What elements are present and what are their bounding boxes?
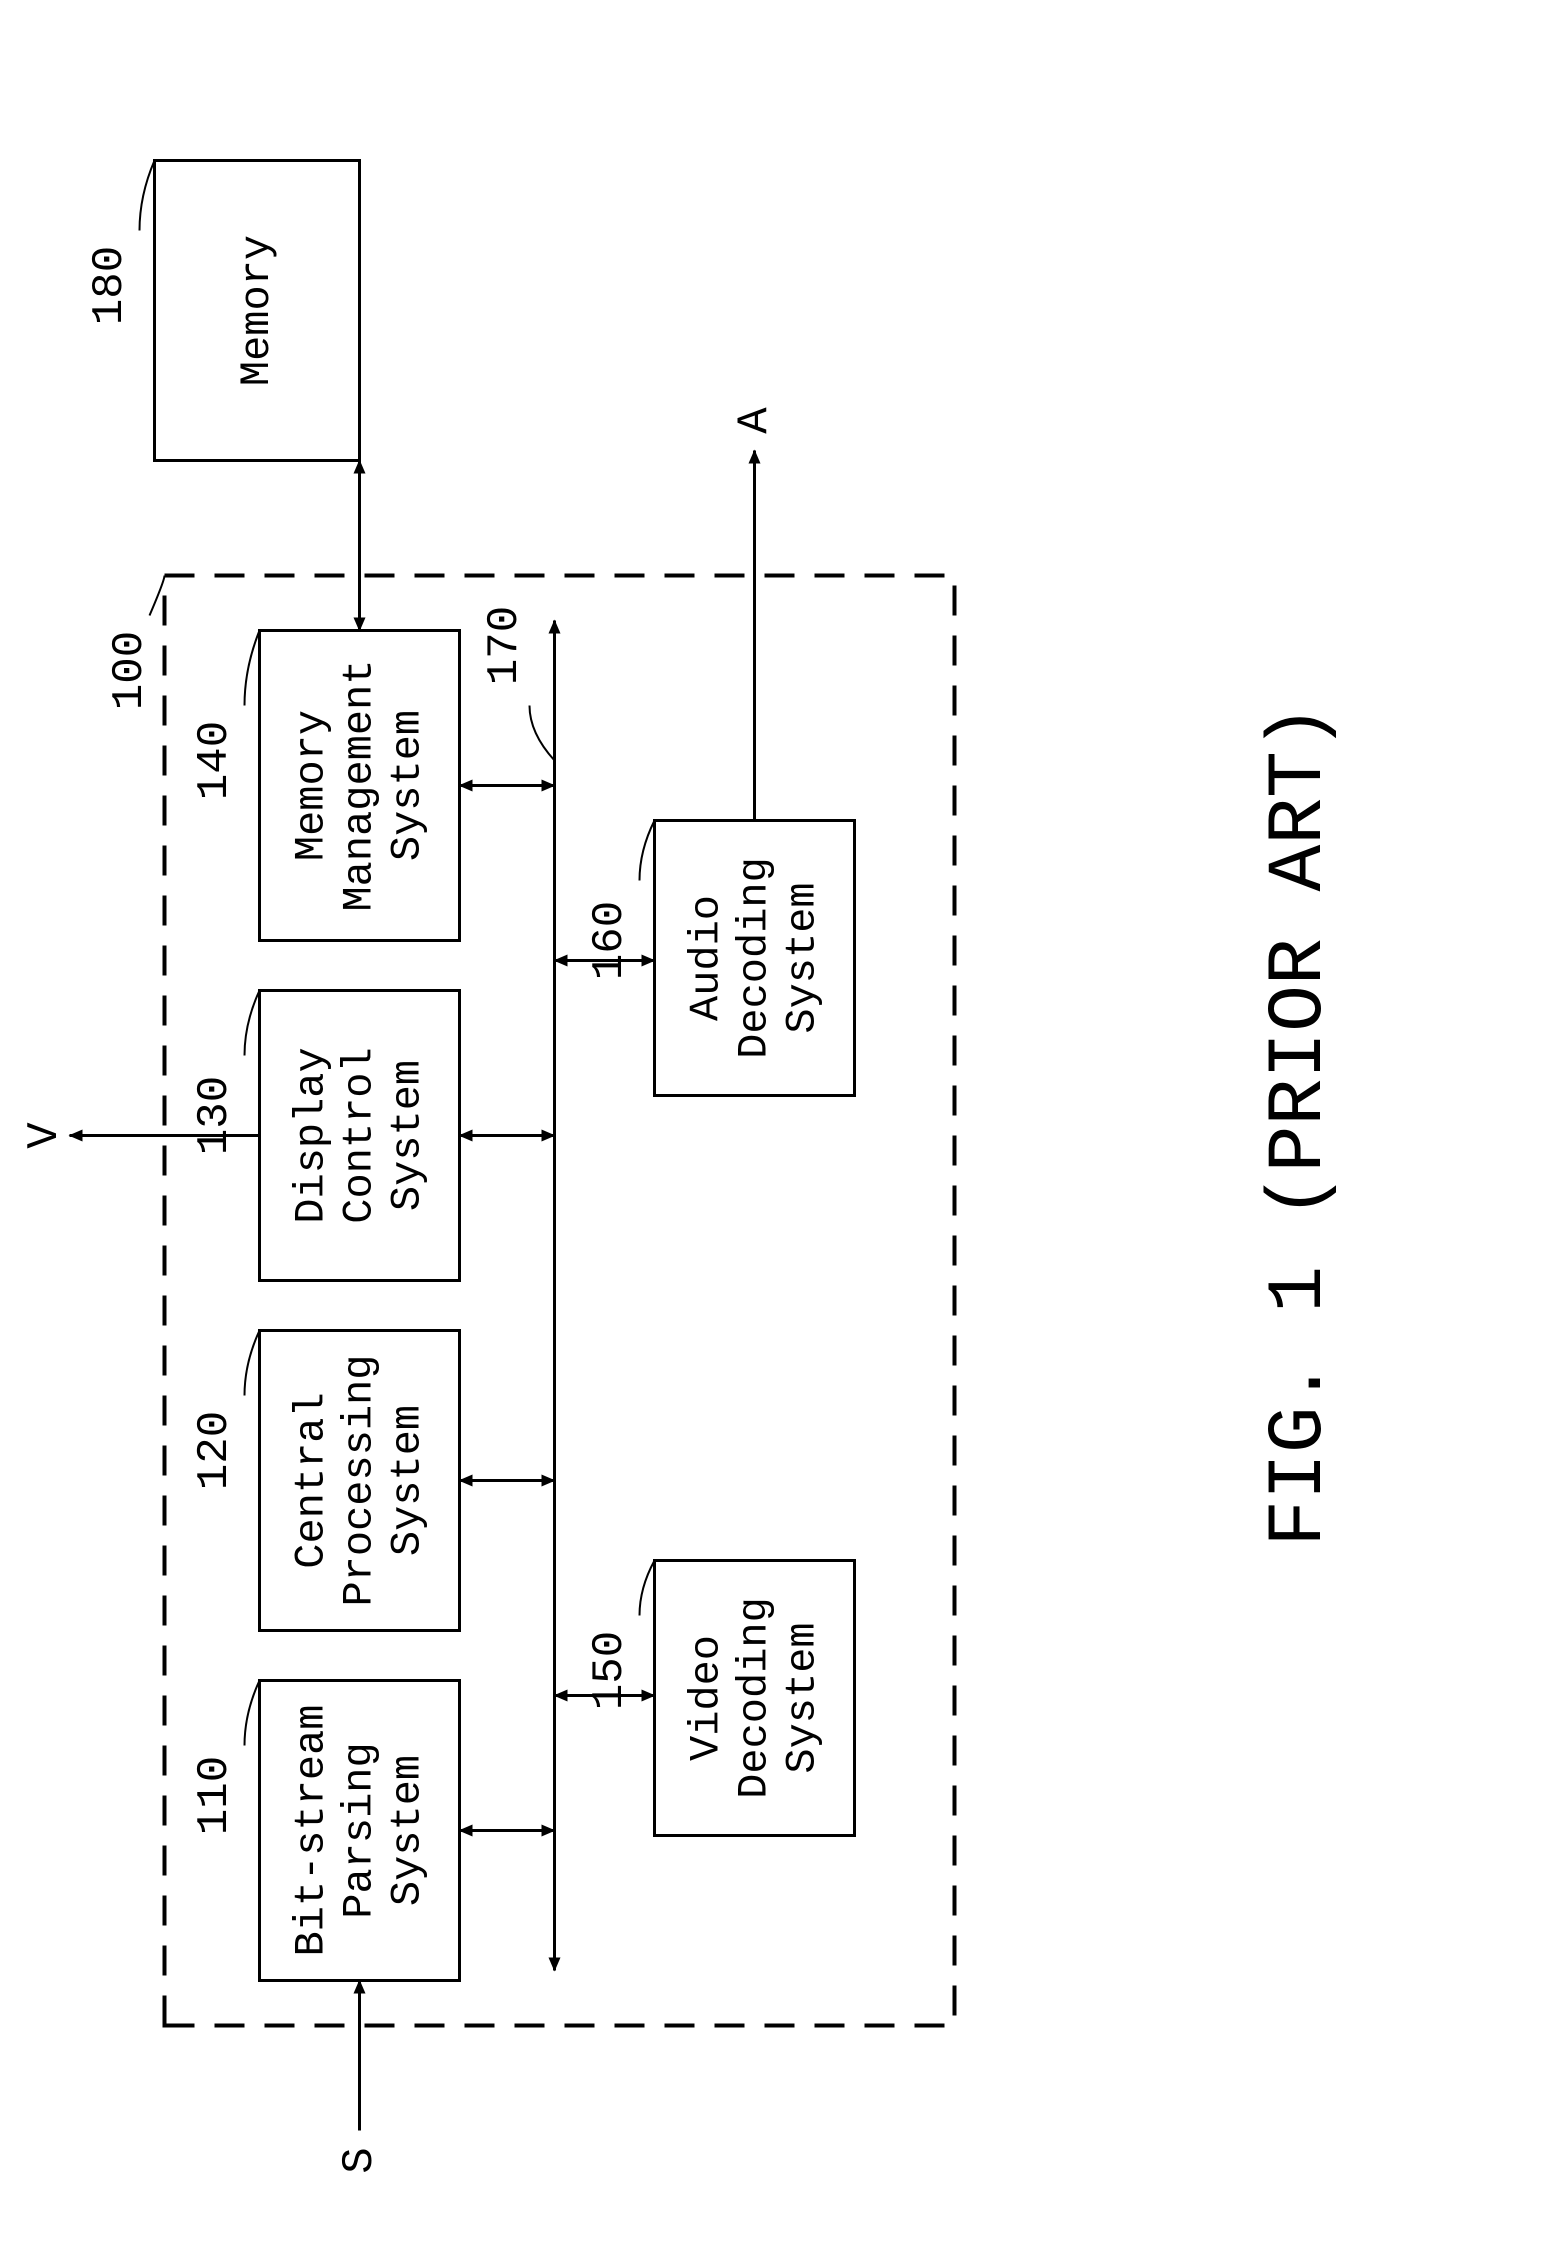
block-label-160: Decoding xyxy=(731,857,779,1059)
diagram-container: 100Bit-streamParsingSystem110CentralProc… xyxy=(0,1,1551,2251)
block-label-130: System xyxy=(384,1060,432,1211)
ref-160: 160 xyxy=(585,901,635,980)
block-label-140: System xyxy=(384,710,432,861)
block-label-110: System xyxy=(384,1755,432,1906)
ref-150: 150 xyxy=(585,1631,635,1710)
block-label-130: Display xyxy=(288,1047,336,1223)
figure-caption: FIG. 1 (PRIOR ART) xyxy=(1256,704,1344,1547)
block-label-120: Central xyxy=(288,1392,336,1568)
block-label-150: System xyxy=(779,1622,827,1773)
block-label-160: System xyxy=(779,882,827,1033)
block-label-150: Video xyxy=(683,1635,731,1761)
lead-line-160 xyxy=(640,821,655,881)
io-label-v: V xyxy=(20,1122,70,1149)
block-label-130: Control xyxy=(336,1047,384,1223)
container-ref: 100 xyxy=(105,631,155,710)
block-label-120: Processing xyxy=(336,1354,384,1606)
lead-line xyxy=(150,576,165,616)
block-label-140: Management xyxy=(336,659,384,911)
ref-170: 170 xyxy=(480,606,530,685)
lead-line-120 xyxy=(245,1331,260,1396)
ref-120: 120 xyxy=(190,1411,240,1490)
lead-line-110 xyxy=(245,1681,260,1746)
block-label-110: Parsing xyxy=(336,1742,384,1918)
block-label-140: Memory xyxy=(288,710,336,861)
io-label-s: S xyxy=(335,2147,385,2173)
lead-line-130 xyxy=(245,991,260,1056)
ref-110: 110 xyxy=(190,1756,240,1835)
ref-180: 180 xyxy=(85,246,135,325)
ref-130: 130 xyxy=(190,1076,240,1155)
block-label-110: Bit-stream xyxy=(288,1704,336,1956)
block-label-180: Memory xyxy=(233,235,281,386)
io-label-a: A xyxy=(730,407,780,434)
block-label-120: System xyxy=(384,1405,432,1556)
lead-line-180 xyxy=(140,161,155,231)
system-boundary xyxy=(165,576,955,2026)
ref-140: 140 xyxy=(190,721,240,800)
lead-line-170 xyxy=(530,706,555,761)
lead-line-150 xyxy=(640,1561,655,1616)
block-diagram: 100Bit-streamParsingSystem110CentralProc… xyxy=(0,1,1551,2251)
block-label-160: Audio xyxy=(683,895,731,1021)
lead-line-140 xyxy=(245,631,260,706)
block-label-150: Decoding xyxy=(731,1597,779,1799)
